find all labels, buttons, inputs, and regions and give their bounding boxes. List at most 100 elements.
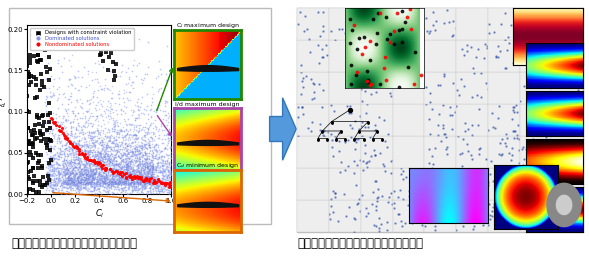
Point <box>94 152 103 156</box>
Point <box>124 133 134 137</box>
Point <box>101 173 110 178</box>
Point <box>74 189 83 193</box>
Point <box>82 157 92 162</box>
Point <box>152 178 161 182</box>
Point <box>102 104 112 108</box>
Point <box>45 90 54 94</box>
Point <box>97 169 107 173</box>
Point <box>93 100 102 104</box>
Point <box>472 93 482 97</box>
Point <box>91 171 100 175</box>
Point <box>101 166 110 170</box>
Point <box>92 159 102 163</box>
Point <box>137 152 147 157</box>
Point <box>145 131 154 135</box>
Point <box>120 173 129 177</box>
Point <box>95 140 105 144</box>
Point <box>70 184 80 188</box>
Point <box>62 182 72 186</box>
Point <box>130 174 139 179</box>
Point <box>87 144 97 148</box>
Point <box>62 135 71 139</box>
Point <box>65 162 74 166</box>
Point <box>542 135 551 140</box>
Point <box>117 170 126 174</box>
Point <box>121 90 131 94</box>
Point <box>134 152 144 157</box>
Point <box>92 188 101 192</box>
Point <box>143 164 153 168</box>
Point <box>117 166 126 171</box>
Point <box>61 134 70 138</box>
Point <box>164 135 173 140</box>
Point <box>90 186 99 190</box>
Point <box>131 152 141 156</box>
Point <box>64 180 74 184</box>
Point <box>117 178 127 182</box>
Point <box>134 163 143 167</box>
Point <box>124 142 133 146</box>
Point <box>61 142 70 147</box>
Point <box>109 162 118 166</box>
Point <box>77 152 86 156</box>
Point <box>117 170 127 174</box>
Point <box>58 122 67 126</box>
Point <box>117 140 127 144</box>
Point <box>375 11 385 15</box>
Point <box>82 172 92 176</box>
Point <box>109 125 118 129</box>
Point <box>123 168 132 172</box>
Point <box>114 181 123 186</box>
Point <box>79 186 88 190</box>
Point <box>71 183 81 187</box>
Point <box>153 150 162 154</box>
Point <box>157 173 167 177</box>
Point <box>551 21 560 26</box>
Point <box>419 11 428 15</box>
Point <box>147 100 156 104</box>
Point <box>118 159 128 163</box>
Point <box>123 177 132 181</box>
Point <box>48 167 58 172</box>
Point <box>452 87 462 92</box>
Point <box>77 183 86 188</box>
Point <box>71 182 81 186</box>
Point <box>449 33 458 37</box>
Point <box>141 157 150 161</box>
Point <box>337 160 346 165</box>
Point <box>120 172 129 176</box>
Point <box>72 126 81 130</box>
Point <box>104 135 113 139</box>
Point <box>77 152 87 156</box>
Point <box>374 226 383 230</box>
Point <box>130 181 139 186</box>
Point <box>167 172 176 176</box>
Point <box>132 163 141 167</box>
Point <box>163 133 173 138</box>
Point <box>356 50 366 54</box>
Point <box>62 165 72 169</box>
Point <box>112 182 121 186</box>
Point <box>72 187 81 191</box>
Point <box>121 165 131 169</box>
Point <box>95 99 104 103</box>
Point <box>88 158 98 162</box>
Point <box>116 155 125 159</box>
Point <box>135 150 144 154</box>
Point <box>60 181 70 185</box>
Point <box>100 152 110 156</box>
Point <box>94 164 104 168</box>
Point <box>84 98 94 102</box>
Point <box>130 182 139 187</box>
Point <box>81 159 90 163</box>
Point <box>108 158 118 162</box>
Point <box>85 152 95 156</box>
Point <box>133 147 142 151</box>
Point <box>131 158 141 163</box>
Point <box>45 150 54 154</box>
Point <box>112 142 121 146</box>
Point <box>115 175 124 179</box>
Point <box>67 182 77 186</box>
Point <box>164 132 173 136</box>
Point <box>468 166 478 171</box>
